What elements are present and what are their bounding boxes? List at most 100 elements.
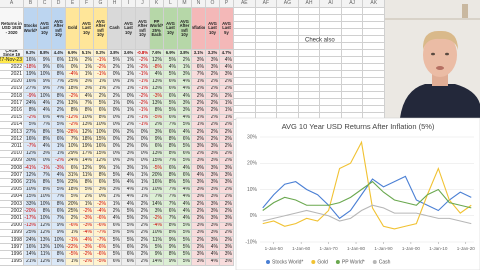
value-cell: 11% (38, 251, 52, 259)
empty-cell (363, 57, 385, 64)
value-cell: 3% (192, 222, 206, 230)
value-cell: 5% (122, 229, 136, 237)
empty-cell (363, 64, 385, 71)
empty-cell (277, 29, 299, 36)
empty-cell (341, 29, 364, 36)
value-cell: 3% (122, 150, 136, 158)
value-cell: 8% (164, 229, 178, 237)
value-cell: 4% (52, 172, 66, 180)
value-cell: 0% (108, 157, 122, 165)
empty-cell (277, 43, 299, 50)
y-tick-label: 30% (247, 134, 258, 140)
value-cell: 1% (220, 107, 234, 115)
value-cell: 7% (52, 85, 66, 93)
value-cell: 2% (192, 100, 206, 108)
value-cell: -5% (150, 165, 164, 173)
value-cell: 1% (136, 172, 150, 180)
value-cell: 13% (80, 121, 94, 129)
cagr-cell: CAGR Since 19 (0, 50, 24, 57)
column-header: AVG Last 10y (164, 8, 178, 50)
year-cell: 1999 (0, 229, 24, 237)
year-cell: 2021 (0, 71, 24, 79)
value-cell: 10% (24, 186, 38, 194)
value-cell: 8% (38, 208, 52, 216)
value-cell: 1% (122, 85, 136, 93)
value-cell: -2% (150, 215, 164, 223)
value-cell: 7% (164, 201, 178, 209)
cagr-cell: 5.1% (80, 50, 94, 57)
value-cell: 18% (66, 186, 80, 194)
value-cell: 0% (122, 93, 136, 101)
value-cell: -3% (150, 93, 164, 101)
value-cell: 1% (220, 100, 234, 108)
value-cell: -2% (80, 208, 94, 216)
value-cell: 3% (38, 150, 52, 158)
empty-cell (341, 8, 364, 15)
value-cell: 0% (136, 150, 150, 158)
value-cell: 5% (108, 237, 122, 245)
value-cell: 5% (52, 179, 66, 187)
value-cell: 0% (108, 78, 122, 86)
value-cell: 3% (192, 251, 206, 259)
value-cell: 7% (164, 186, 178, 194)
year-cell: 2019 (0, 85, 24, 93)
value-cell: 3% (192, 157, 206, 165)
value-cell: 8% (52, 201, 66, 209)
empty-cell (277, 22, 299, 29)
empty-cell (298, 43, 321, 50)
value-cell: 9% (164, 244, 178, 252)
value-cell: 5% (178, 258, 192, 266)
value-cell: 2% (136, 208, 150, 216)
value-cell: 10% (94, 129, 108, 137)
value-cell: 8% (80, 107, 94, 115)
y-tick-label: -10% (245, 239, 257, 245)
value-cell: -2% (80, 258, 94, 266)
empty-cell (255, 57, 278, 64)
value-cell: 1% (122, 57, 136, 65)
cagr-cell: 3.8% (178, 50, 192, 57)
legend-swatch (311, 260, 316, 264)
series-line (262, 204, 472, 225)
value-cell: 10% (80, 114, 94, 122)
empty-cell (298, 22, 321, 29)
value-cell: 23% (66, 179, 80, 187)
column-letter: A (0, 0, 24, 8)
value-cell: 5% (164, 100, 178, 108)
value-cell: 6% (164, 129, 178, 137)
value-cell: 7% (80, 100, 94, 108)
value-cell: 3% (220, 251, 234, 259)
value-cell: 2% (66, 215, 80, 223)
value-cell: 5% (122, 208, 136, 216)
column-header: AVG After Infl 10y (136, 8, 150, 50)
column-letter: C (38, 0, 52, 8)
year-cell: 2012 (0, 136, 24, 144)
value-cell: 10% (150, 229, 164, 237)
year-cell: 2014 (0, 121, 24, 129)
value-cell: 2% (150, 121, 164, 129)
value-cell: 4% (38, 143, 52, 151)
cagr-cell: 7.6% (150, 50, 164, 57)
empty-cell (234, 64, 256, 71)
value-cell: -4% (150, 222, 164, 230)
value-cell: 1% (122, 78, 136, 86)
value-cell: 13% (150, 150, 164, 158)
value-cell: 6% (164, 93, 178, 101)
shelf (385, 18, 480, 20)
value-cell: 7% (192, 71, 206, 79)
empty-cell (255, 78, 278, 85)
value-cell: 5% (94, 100, 108, 108)
value-cell: 3% (192, 229, 206, 237)
cagr-cell: 3.6% (122, 50, 136, 57)
value-cell: 4% (178, 85, 192, 93)
value-cell: 1% (178, 64, 192, 72)
value-cell: 2% (122, 129, 136, 137)
value-cell: 2% (136, 201, 150, 209)
value-cell: 6% (52, 136, 66, 144)
value-cell: -2% (66, 93, 80, 101)
value-cell: -7% (24, 143, 38, 151)
column-header: AVG Last 10y (80, 8, 94, 50)
value-cell: 4% (178, 215, 192, 223)
empty-cell (234, 50, 256, 57)
value-cell: 10% (150, 186, 164, 194)
chart-bg (235, 117, 480, 270)
